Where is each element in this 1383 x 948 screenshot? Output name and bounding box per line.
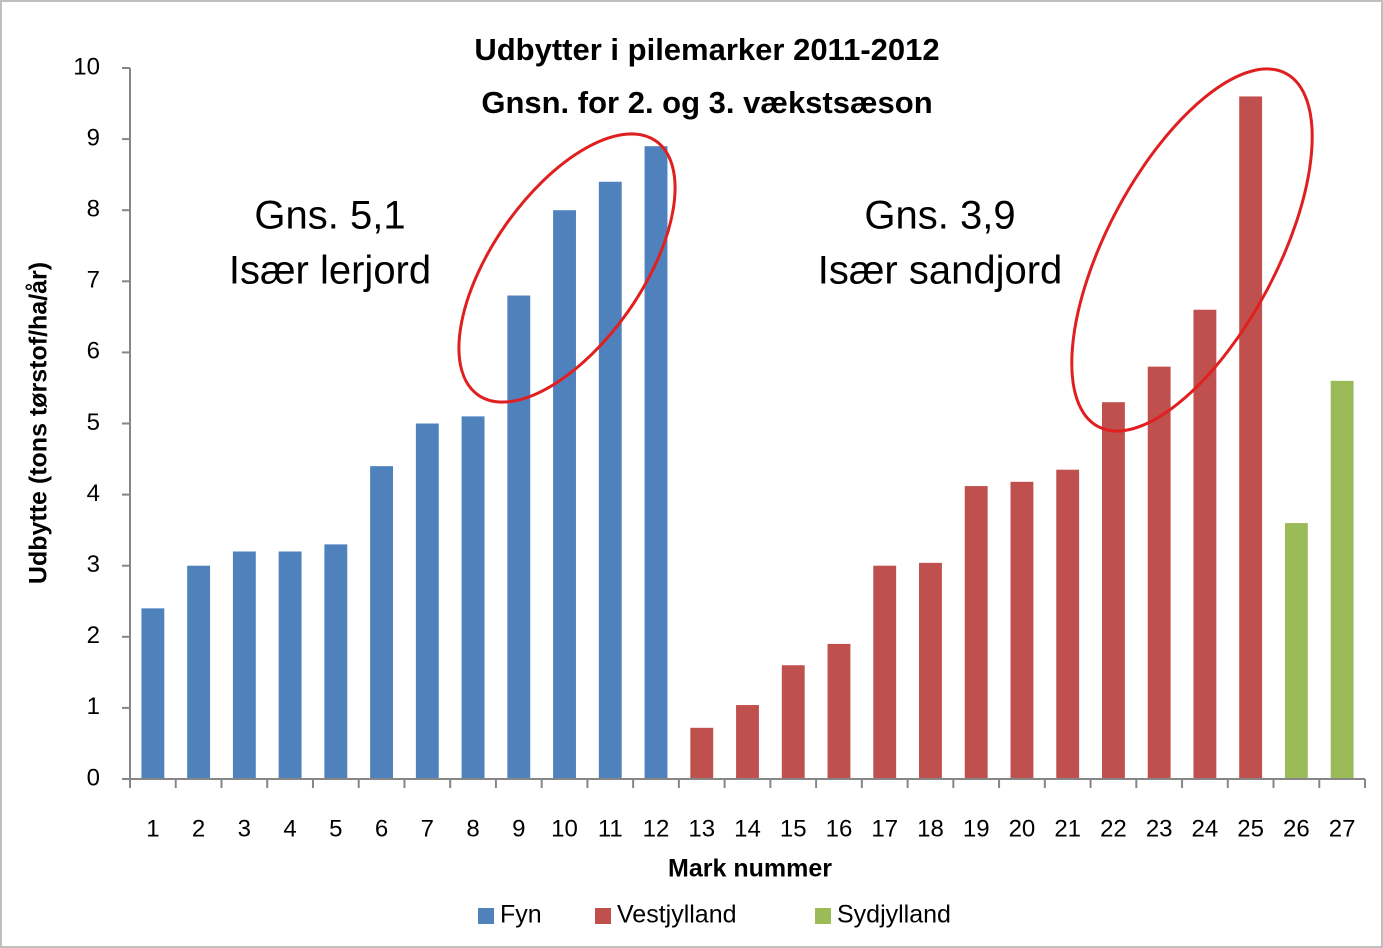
x-tick-label: 19 — [963, 815, 990, 842]
bar — [507, 295, 531, 779]
x-tick-label: 9 — [512, 815, 525, 842]
y-tick-label: 2 — [87, 622, 100, 649]
chart-subtitle: Gnsn. for 2. og 3. vækstsæson — [481, 85, 932, 120]
bar — [1193, 309, 1217, 779]
x-tick-label: 18 — [917, 815, 944, 842]
bar — [964, 486, 988, 779]
bar — [1147, 366, 1171, 779]
annotation: Gns. 5,1 — [254, 194, 405, 238]
x-tick-label: 4 — [283, 815, 296, 842]
x-tick-label: 5 — [329, 815, 342, 842]
bar — [919, 562, 942, 779]
highlight-ellipse — [457, 132, 677, 404]
bar — [1239, 96, 1263, 779]
bar — [187, 565, 211, 779]
bar — [1330, 380, 1354, 779]
x-tick-label: 24 — [1192, 815, 1219, 842]
y-tick-label: 4 — [87, 480, 100, 507]
plot — [141, 96, 1354, 779]
y-tick-label: 0 — [87, 764, 100, 791]
x-tick-label: 3 — [238, 815, 251, 842]
legend-swatch — [815, 908, 831, 924]
bar — [736, 705, 759, 779]
bar — [1101, 402, 1125, 779]
bar — [644, 146, 668, 779]
bar — [141, 608, 165, 779]
legend-label: Sydjylland — [837, 901, 951, 929]
x-tick-label: 2 — [192, 815, 205, 842]
bar — [1056, 469, 1080, 779]
y-tick-label: 6 — [87, 338, 100, 365]
x-tick-label: 14 — [734, 815, 761, 842]
x-tick-label: 12 — [643, 815, 670, 842]
x-tick-label: 26 — [1283, 815, 1310, 842]
y-tick-label: 9 — [87, 124, 100, 151]
bar — [690, 727, 714, 779]
x-tick-label: 13 — [688, 815, 715, 842]
bar — [598, 181, 622, 779]
bar — [1010, 481, 1034, 779]
x-tick-label: 21 — [1054, 815, 1081, 842]
annotation: Gns. 3,9 — [864, 194, 1015, 238]
x-tick-label: 8 — [466, 815, 479, 842]
bar — [232, 551, 256, 779]
x-tick-label: 6 — [375, 815, 388, 842]
x-tick-label: 27 — [1329, 815, 1356, 842]
highlight-ellipse — [1070, 67, 1314, 433]
x-tick-label: 20 — [1009, 815, 1036, 842]
bar — [781, 665, 805, 779]
bar — [415, 423, 439, 779]
y-tick-label: 5 — [87, 409, 100, 436]
y-tick-label: 8 — [87, 196, 100, 223]
bar — [461, 416, 485, 779]
legend-label: Vestjylland — [617, 901, 737, 929]
x-tick-label: 11 — [598, 815, 623, 842]
annotation: Især sandjord — [818, 249, 1063, 293]
y-tick-label: 3 — [87, 551, 100, 578]
legend-swatch — [595, 908, 611, 924]
y-tick-label: 1 — [87, 693, 100, 720]
legend-label: Fyn — [500, 901, 542, 929]
x-tick-label: 10 — [551, 815, 578, 842]
bar — [827, 643, 851, 779]
x-tick-label: 25 — [1237, 815, 1264, 842]
x-axis-label: Mark nummer — [668, 855, 832, 883]
y-axis-label: Udbytte (tons tørstof/ha/år) — [25, 262, 53, 584]
x-tick-label: 15 — [780, 815, 807, 842]
x-tick-label: 1 — [146, 815, 159, 842]
x-tick-label: 16 — [826, 815, 853, 842]
x-tick-label: 17 — [871, 815, 898, 842]
y-tick-label: 7 — [87, 267, 100, 294]
bar — [1284, 523, 1308, 779]
bar — [324, 544, 348, 779]
y-tick-label: 10 — [73, 53, 100, 80]
legend-swatch — [478, 908, 494, 924]
x-tick-label: 23 — [1146, 815, 1173, 842]
bar — [370, 466, 394, 779]
bar — [873, 565, 897, 779]
bar — [553, 210, 576, 779]
bar — [278, 551, 302, 779]
x-tick-label: 22 — [1100, 815, 1127, 842]
chart-title: Udbytter i pilemarker 2011-2012 — [474, 32, 939, 67]
annotation: Især lerjord — [229, 249, 431, 293]
x-tick-label: 7 — [421, 815, 434, 842]
